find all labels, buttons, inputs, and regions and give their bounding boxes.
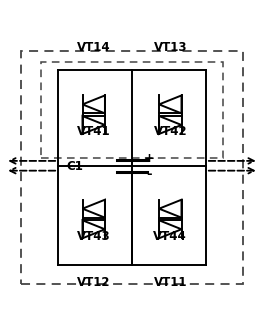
Text: VT12: VT12 bbox=[77, 276, 110, 289]
Polygon shape bbox=[82, 116, 105, 134]
Text: VT41: VT41 bbox=[77, 125, 111, 138]
Text: VT44: VT44 bbox=[153, 229, 187, 243]
Polygon shape bbox=[159, 95, 182, 113]
Text: VT42: VT42 bbox=[153, 125, 187, 138]
Polygon shape bbox=[82, 220, 105, 238]
Polygon shape bbox=[159, 116, 182, 134]
Text: C1: C1 bbox=[67, 160, 84, 173]
Polygon shape bbox=[159, 200, 182, 218]
Bar bbox=[41, 62, 223, 158]
Polygon shape bbox=[82, 200, 105, 218]
Text: VT13: VT13 bbox=[154, 41, 187, 54]
Text: VT11: VT11 bbox=[154, 276, 187, 289]
Bar bbox=[21, 51, 243, 284]
Polygon shape bbox=[82, 95, 105, 113]
Text: -: - bbox=[146, 168, 152, 181]
Polygon shape bbox=[159, 220, 182, 238]
Text: VT43: VT43 bbox=[77, 229, 111, 243]
Text: +: + bbox=[144, 152, 155, 165]
Text: VT14: VT14 bbox=[77, 41, 111, 54]
